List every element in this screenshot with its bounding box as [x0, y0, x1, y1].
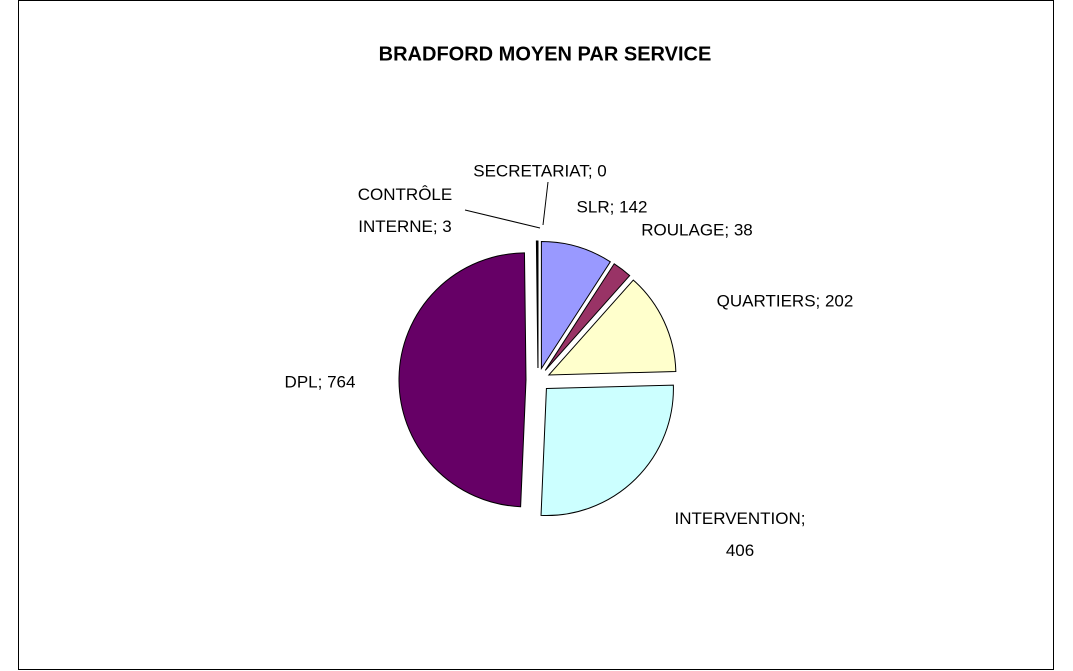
pie-slice: [535, 240, 539, 369]
pie-slice: [398, 252, 527, 508]
data-label: DPL; 764: [285, 372, 356, 391]
pie-slice: [540, 384, 674, 516]
leader-line: [464, 209, 541, 229]
leader-line: [542, 181, 549, 226]
pie-slice: [540, 240, 612, 371]
data-label: CONTRÔLE INTERNE; 3: [358, 185, 452, 236]
data-label: INTERVENTION; 406: [675, 509, 806, 560]
data-label: SECRETARIAT; 0: [473, 161, 607, 180]
chart-title: BRADFORD MOYEN PAR SERVICE: [379, 43, 712, 65]
pie-slice: [547, 279, 677, 376]
data-label: ROULAGE; 38: [641, 220, 753, 239]
pie-slice: [544, 263, 631, 371]
chart-frame: [18, 0, 1054, 670]
data-label: SLR; 142: [577, 197, 648, 216]
data-label: QUARTIERS; 202: [717, 291, 854, 310]
